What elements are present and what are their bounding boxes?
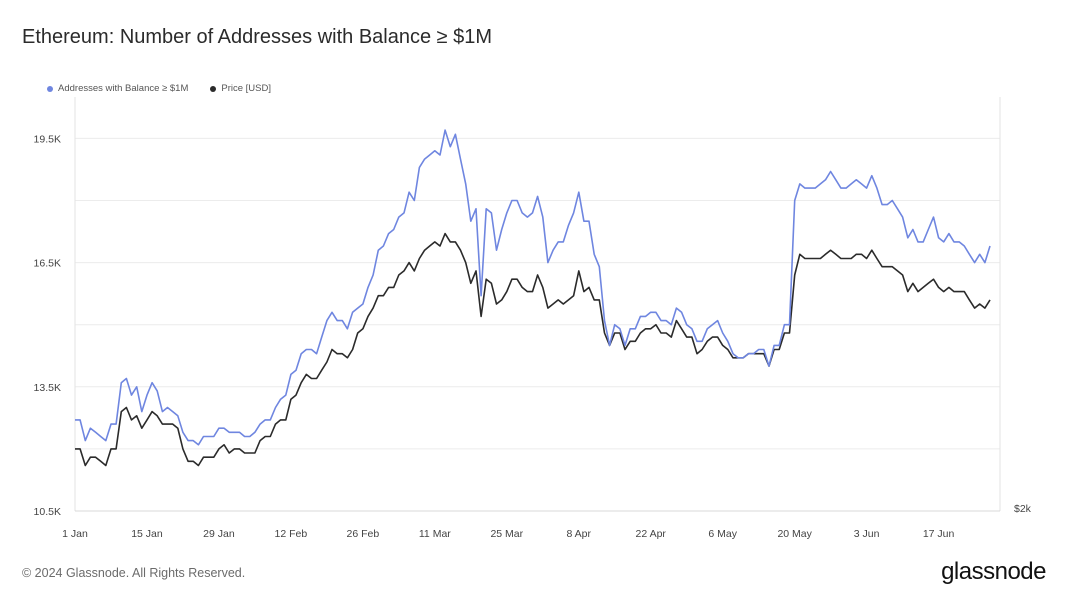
legend-dot-price [210, 85, 217, 92]
glassnode-logo: glassnode [941, 558, 1046, 585]
x-tick-label: 1 Jan [62, 528, 88, 540]
y-tick-label: 16.5K [34, 258, 61, 270]
x-tick-label: 22 Apr [636, 528, 667, 540]
x-tick-label: 6 May [708, 528, 737, 540]
legend-dot-addresses [47, 85, 53, 92]
x-axis-ticks: 1 Jan 15 Jan 29 Jan 12 Feb 26 Feb 11 Mar 25 Ma… [62, 528, 954, 540]
series-lines [75, 129, 991, 467]
x-tick-label: 8 Apr [566, 528, 591, 540]
legend-item-price[interactable]: Price [USD] [210, 83, 271, 94]
series-line-price [75, 232, 991, 467]
x-tick-label: 17 Jun [923, 528, 955, 540]
y-right-tick-label: $2k [1014, 503, 1032, 515]
legend-item-addresses[interactable]: Addresses with Balance ≥ $1M [47, 83, 188, 94]
x-tick-label: 15 Jan [131, 528, 163, 540]
series-line-addresses [75, 129, 991, 446]
y-tick-label: 13.5K [34, 382, 61, 394]
x-tick-label: 12 Feb [275, 528, 308, 540]
legend-label-addresses: Addresses with Balance ≥ $1M [58, 83, 189, 94]
chart-title: Ethereum: Number of Addresses with Balan… [22, 26, 493, 48]
y-tick-label: 19.5K [34, 133, 61, 145]
copyright-footer: © 2024 Glassnode. All Rights Reserved. [22, 566, 246, 580]
chart-legend: Addresses with Balance ≥ $1M Price [USD] [47, 83, 271, 94]
x-tick-label: 26 Feb [347, 528, 380, 540]
y-axis-ticks: 10.5K 13.5K 16.5K 19.5K $2k [34, 133, 1032, 518]
y-tick-label: 10.5K [34, 506, 61, 518]
x-tick-label: 20 May [777, 528, 812, 540]
plot-frame [74, 97, 1001, 512]
legend-label-price: Price [USD] [221, 83, 271, 94]
x-tick-label: 3 Jun [854, 528, 880, 540]
x-tick-label: 29 Jan [203, 528, 235, 540]
x-tick-label: 25 Mar [490, 528, 523, 540]
grid-lines [75, 137, 1000, 512]
x-tick-label: 11 Mar [419, 528, 451, 540]
